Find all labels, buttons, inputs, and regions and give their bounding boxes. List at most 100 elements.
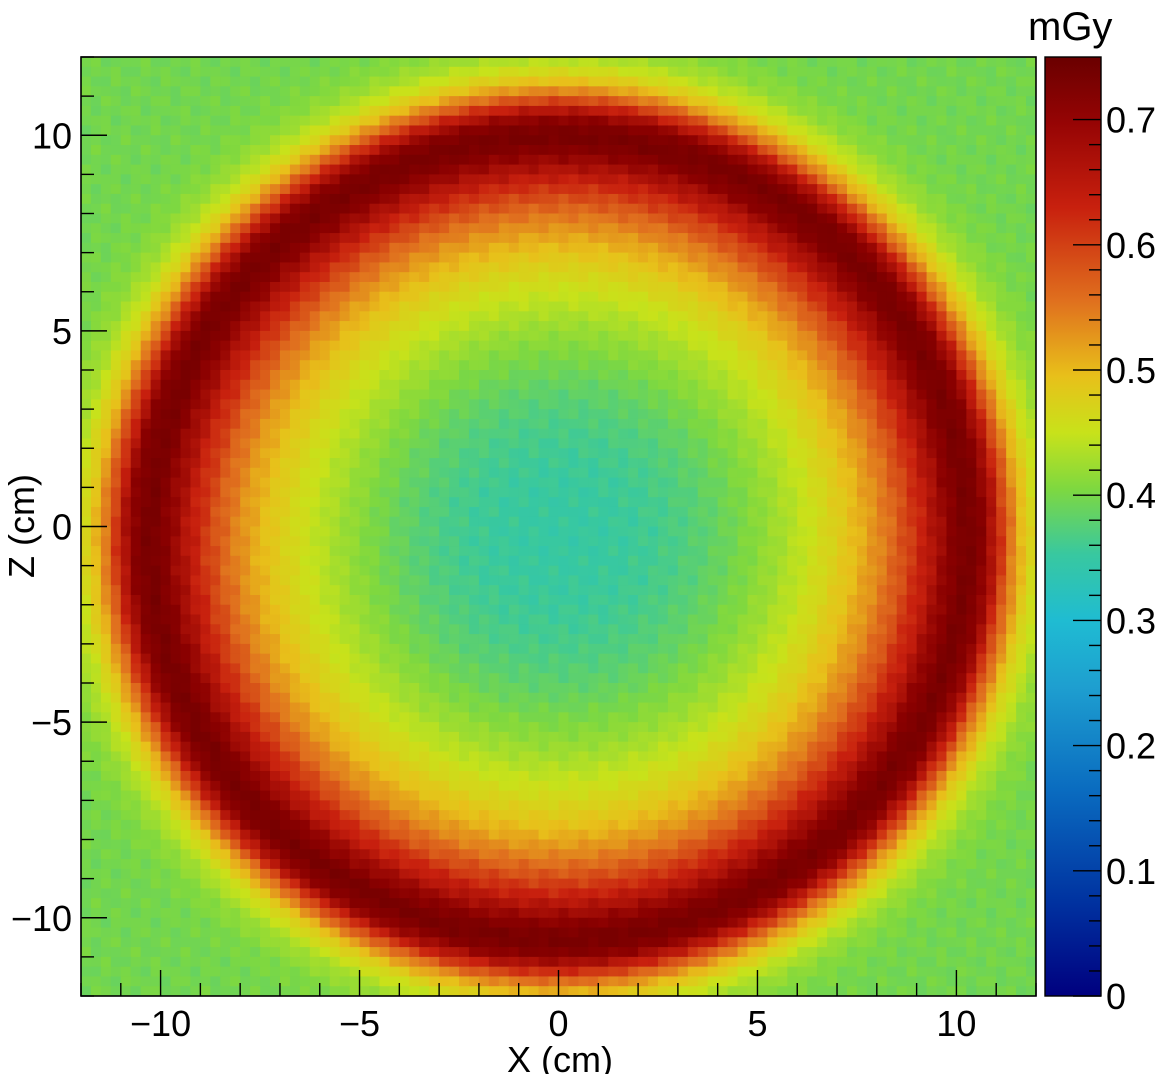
heatmap-cell (130, 203, 142, 215)
heatmap-cell (936, 506, 948, 518)
heatmap-cell (598, 536, 609, 547)
heatmap-cell (1026, 555, 1036, 567)
heatmap-cell (180, 174, 192, 185)
heatmap-cell (1006, 379, 1017, 391)
heatmap-cell (468, 458, 480, 469)
heatmap-cell (528, 105, 540, 117)
heatmap-cell (966, 555, 977, 567)
heatmap-cell (876, 57, 888, 68)
heatmap-cell (359, 233, 371, 244)
heatmap-cell (717, 477, 729, 488)
heatmap-cell (449, 57, 460, 68)
heatmap-cell (270, 458, 281, 469)
heatmap-cell (727, 516, 739, 528)
heatmap-cell (409, 370, 420, 381)
heatmap-cell (1026, 223, 1036, 234)
heatmap-cell (120, 448, 132, 459)
heatmap-cell (399, 438, 410, 449)
heatmap-cell (787, 291, 798, 303)
heatmap-cell (1006, 389, 1017, 400)
heatmap-cell (578, 458, 589, 469)
heatmap-cell (359, 458, 371, 469)
heatmap-cell (717, 526, 729, 537)
heatmap-cell (986, 360, 997, 371)
heatmap-cell (329, 193, 341, 205)
heatmap-cell (170, 477, 182, 488)
heatmap-cell (827, 272, 838, 283)
heatmap-cell (399, 399, 410, 410)
heatmap-cell (160, 105, 172, 117)
heatmap-cell (598, 291, 609, 303)
heatmap-cell (339, 57, 351, 68)
heatmap-cell (538, 281, 550, 293)
heatmap-cell (628, 174, 639, 185)
heatmap-cell (727, 125, 739, 136)
heatmap-cell (528, 438, 540, 449)
heatmap-cell (936, 281, 948, 293)
heatmap-cell (1006, 301, 1017, 312)
heatmap-cell (638, 458, 649, 469)
heatmap-cell (657, 145, 669, 156)
heatmap-cell (429, 174, 440, 185)
heatmap-cell (190, 350, 201, 361)
heatmap-cell (279, 272, 291, 283)
heatmap-cell (697, 184, 709, 195)
heatmap-cell (140, 379, 152, 391)
heatmap-cell (876, 546, 888, 557)
heatmap-cell (538, 467, 550, 479)
heatmap-cell (856, 399, 868, 410)
heatmap-cell (876, 389, 888, 400)
heatmap-cell (359, 467, 371, 479)
heatmap-cell (986, 125, 997, 136)
heatmap-cell (767, 399, 778, 410)
heatmap-cell (608, 438, 619, 449)
heatmap-cell (638, 193, 649, 205)
heatmap-cell (299, 223, 311, 234)
heatmap-cell (956, 272, 967, 283)
heatmap-cell (488, 340, 500, 352)
heatmap-cell (498, 360, 510, 371)
heatmap-cell (349, 350, 361, 361)
heatmap-cell (190, 448, 201, 459)
heatmap-cell (260, 66, 271, 78)
heatmap-cell (588, 360, 599, 371)
heatmap-cell (648, 350, 659, 361)
heatmap-cell (508, 223, 520, 234)
heatmap-cell (667, 57, 679, 68)
heatmap-cell (299, 477, 311, 488)
heatmap-cell (419, 164, 430, 175)
heatmap-cell (190, 164, 201, 175)
heatmap-cell (727, 223, 739, 234)
heatmap-cell (309, 125, 321, 136)
heatmap-cell (807, 203, 818, 215)
heatmap-cell (409, 252, 420, 264)
heatmap-cell (1026, 76, 1036, 87)
heatmap-cell (449, 330, 460, 342)
heatmap-cell (1006, 105, 1017, 117)
heatmap-cell (389, 330, 400, 342)
heatmap-cell (787, 467, 798, 479)
heatmap-cell (449, 360, 460, 371)
heatmap-cell (240, 448, 251, 459)
heatmap-cell (299, 330, 311, 342)
heatmap-cell (230, 409, 241, 420)
heatmap-cell (827, 555, 838, 567)
heatmap-cell (846, 242, 858, 254)
heatmap-cell (767, 57, 778, 68)
heatmap-cell (817, 370, 828, 381)
heatmap-cell (518, 370, 530, 381)
heatmap-cell (966, 428, 977, 440)
heatmap-cell (657, 66, 669, 78)
heatmap-cell (657, 448, 669, 459)
heatmap-cell (419, 389, 430, 400)
heatmap-cell (657, 438, 669, 449)
heatmap-cell (230, 66, 241, 78)
heatmap-cell (459, 154, 470, 166)
heatmap-cell (986, 428, 997, 440)
heatmap-cell (319, 311, 331, 322)
heatmap-cell (289, 262, 301, 273)
heatmap-cell (846, 66, 858, 78)
heatmap-cell (1006, 164, 1017, 175)
heatmap-cell (369, 96, 381, 107)
heatmap-cell (498, 311, 510, 322)
